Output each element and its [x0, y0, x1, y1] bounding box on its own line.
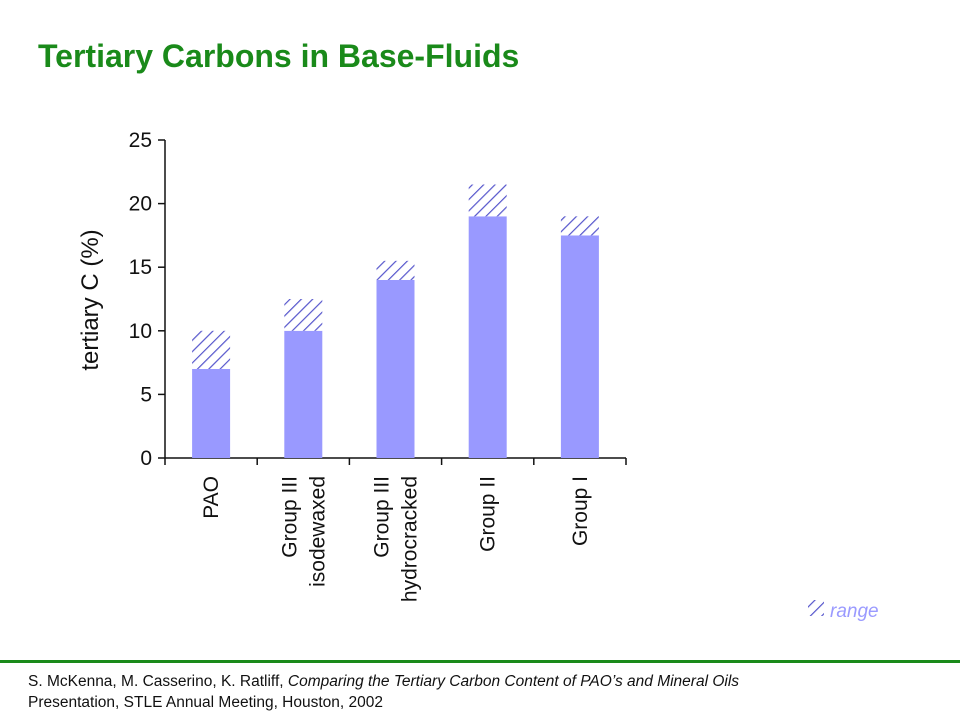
y-tick-label: 10 — [129, 320, 152, 343]
citation-venue: Presentation, STLE Annual Meeting, Houst… — [28, 694, 384, 711]
y-tick-label: 5 — [140, 383, 152, 406]
slide-title: Tertiary Carbons in Base-Fluids — [38, 38, 520, 74]
x-category-label: Group II — [477, 476, 500, 552]
bar-range — [192, 330, 231, 369]
y-tick-label: 20 — [129, 193, 152, 216]
legend-label-range: range — [830, 601, 879, 622]
citation-paper-title: Comparing the Tertiary Carbon Content of… — [287, 673, 740, 690]
x-category-label: Group III — [278, 476, 301, 558]
bar-range — [376, 260, 415, 280]
citation: S. McKenna, M. Casserino, K. Ratliff, Co… — [28, 671, 948, 713]
x-category-label: isodewaxed — [306, 476, 329, 587]
bar-base — [376, 279, 415, 458]
y-tick-label: 0 — [140, 447, 152, 470]
footer-divider — [0, 660, 960, 663]
y-axis-label: tertiary C (%) — [77, 229, 104, 370]
y-tick-label: 25 — [129, 129, 152, 152]
bar-base — [560, 235, 599, 458]
x-category-label: Group I — [569, 476, 592, 546]
citation-line-1: S. McKenna, M. Casserino, K. Ratliff, Co… — [28, 671, 948, 692]
bar-base — [192, 368, 231, 458]
bar-range — [284, 299, 323, 331]
bar-base — [284, 330, 323, 458]
x-category-label: Group III — [371, 476, 394, 558]
x-category-label: hydrocracked — [399, 476, 422, 602]
x-category-label: PAO — [200, 476, 223, 519]
legend-swatch-range — [808, 600, 824, 616]
y-tick-label: 15 — [129, 256, 152, 279]
bar-range — [468, 184, 507, 217]
bar-range — [560, 216, 599, 236]
citation-authors: S. McKenna, M. Casserino, K. Ratliff, — [28, 673, 288, 690]
bar-base — [468, 216, 507, 458]
